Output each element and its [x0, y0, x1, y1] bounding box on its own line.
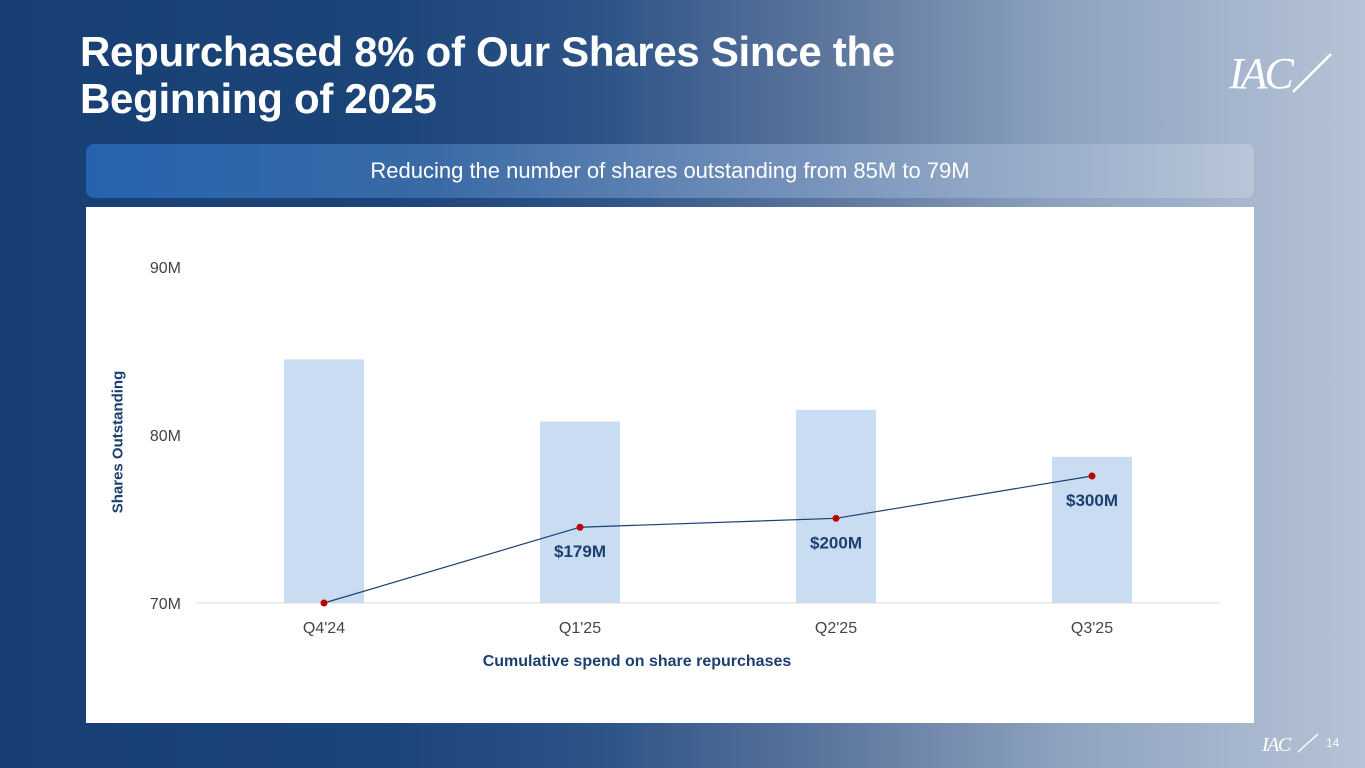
spend-line: [323, 475, 1093, 604]
x-tick-label: Q1'25: [559, 620, 601, 637]
y-tick-label: 80M: [150, 428, 181, 445]
subtitle-text: Reducing the number of shares outstandin…: [370, 158, 970, 183]
spend-data-label: $179M: [554, 542, 606, 561]
spend-marker-2: [576, 523, 584, 531]
iac-logo-slash: [1292, 53, 1332, 93]
iac-logo-text: IAC: [1229, 49, 1295, 96]
y-tick-labels: 70M 80M 90M: [150, 260, 181, 613]
y-tick-label: 90M: [150, 260, 181, 277]
page-number: 14: [1326, 736, 1340, 750]
x-tick-labels: Q4'24 Q1'25 Q2'25 Q3'25: [303, 620, 1113, 637]
bar-1: [284, 359, 364, 603]
iac-logo-small-slash: [1297, 733, 1319, 753]
y-tick-label: 70M: [150, 596, 181, 613]
iac-logo-small: IAC: [1262, 733, 1319, 753]
subtitle-banner: Reducing the number of shares outstandin…: [86, 144, 1254, 198]
spend-data-label: $200M: [810, 533, 862, 552]
spend-marker-4: [1088, 472, 1096, 480]
x-tick-label: Q3'25: [1071, 620, 1113, 637]
bar-2: [540, 421, 620, 603]
iac-logo-small-text: IAC: [1262, 734, 1292, 753]
x-tick-label: Q2'25: [815, 620, 857, 637]
slide-title: Repurchased 8% of Our Shares Since the B…: [80, 28, 895, 122]
x-axis-label: Cumulative spend on share repurchases: [482, 653, 792, 670]
spend-marker-1: [320, 599, 328, 607]
spend-marker-3: [832, 514, 840, 522]
spend-markers: [320, 472, 1096, 607]
spend-data-labels: $179M $200M $300M: [554, 491, 1118, 561]
bar-3: [796, 409, 876, 603]
iac-logo: IAC: [1229, 49, 1332, 96]
bar-4: [1052, 456, 1132, 603]
bar-series: [284, 359, 1132, 603]
y-axis-label: Shares Outstanding: [109, 370, 127, 514]
spend-data-label: $300M: [1066, 491, 1118, 510]
x-tick-label: Q4'24: [303, 620, 345, 637]
